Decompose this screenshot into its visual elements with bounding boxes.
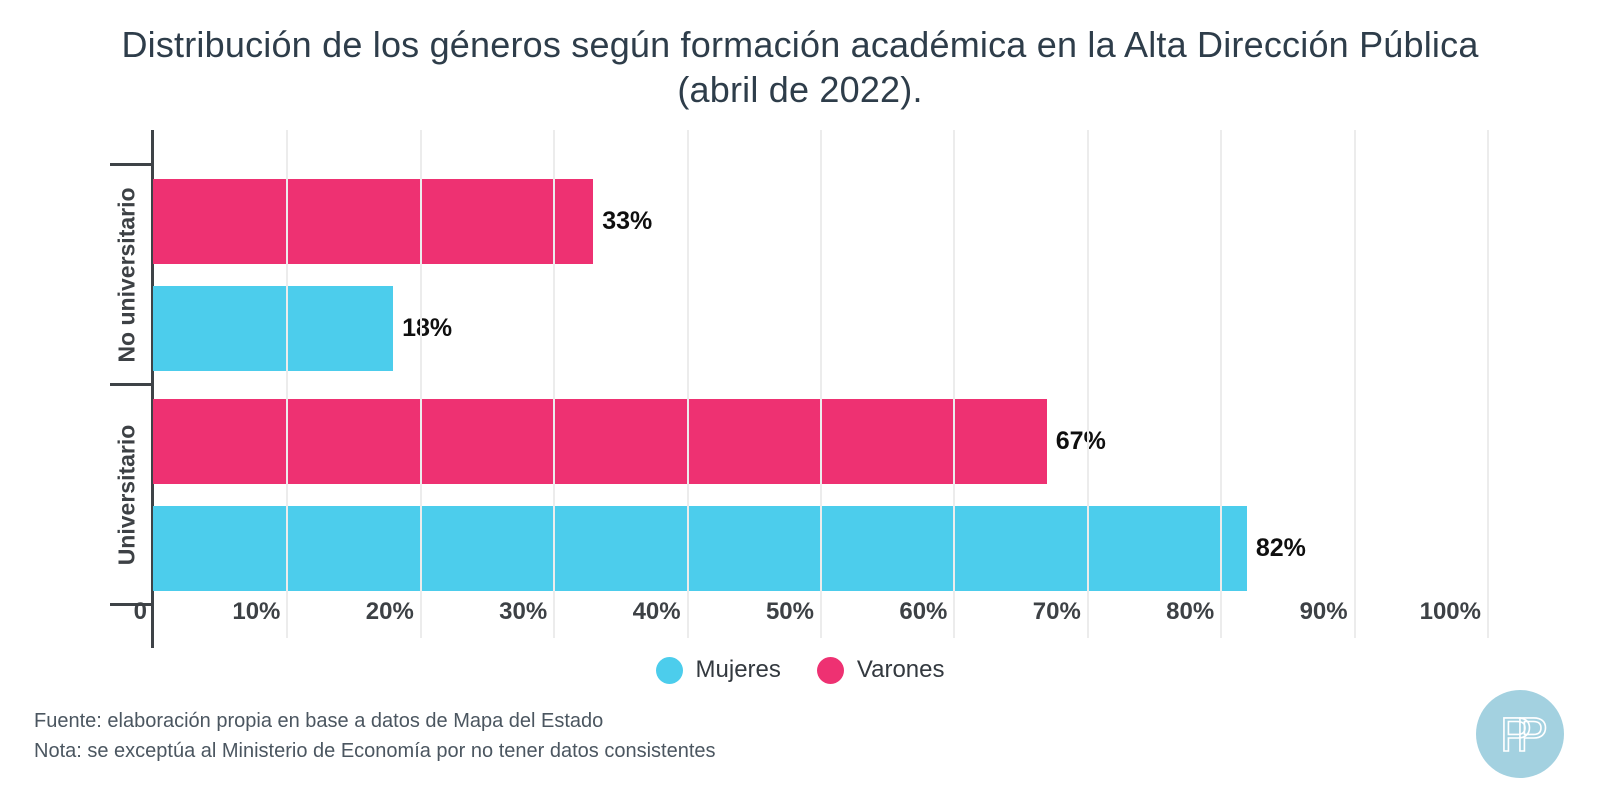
gridline	[1220, 130, 1223, 638]
bar-varones-no-universitario	[153, 179, 594, 264]
logo-letter: P	[1516, 709, 1548, 762]
x-tick-label: 90%	[1299, 598, 1348, 625]
y-axis-tick	[110, 603, 151, 606]
bar-value-label: 67%	[1055, 427, 1106, 455]
gridline	[419, 130, 422, 638]
bar-mujeres-universitario	[153, 506, 1247, 591]
y-axis-tick	[110, 383, 151, 386]
legend-label: Varones	[856, 656, 945, 683]
bar-value-label: 33%	[602, 207, 653, 235]
gridline	[820, 130, 822, 638]
legend-item-varones: Varones	[816, 656, 945, 684]
y-axis-line	[151, 130, 154, 648]
category-label: Universitario	[113, 424, 140, 566]
plot-area: No universitario 33% 18% Universitario 67% 82…	[110, 130, 1489, 648]
bar-row: 18%	[153, 286, 1487, 371]
bar-row: 67%	[153, 399, 1487, 484]
x-tick-label: 60%	[899, 598, 948, 625]
category-bands: No universitario 33% 18% Universitario 67% 82…	[114, 165, 1487, 605]
legend: Mujeres Varones	[0, 656, 1600, 684]
varones-swatch-icon	[816, 656, 844, 684]
source-note: Fuente: elaboración propia en base a dat…	[34, 710, 604, 732]
x-tick-label: 80%	[1166, 598, 1215, 625]
x-tick-label: 70%	[1032, 598, 1081, 625]
legend-label: Mujeres	[695, 656, 781, 683]
x-tick-label: 30%	[499, 598, 548, 625]
legend-item-mujeres: Mujeres	[655, 656, 781, 684]
gridline	[1487, 130, 1489, 638]
bar-row: 82%	[153, 506, 1487, 591]
gridline	[1086, 130, 1089, 638]
x-tick-label: 20%	[365, 598, 414, 625]
gridline	[686, 130, 689, 638]
pp-logo: P P	[1476, 690, 1564, 778]
x-tick-label: 10%	[232, 598, 281, 625]
bar-value-label: 82%	[1255, 534, 1306, 562]
x-axis-labels: 0 10% 20% 30% 40% 50% 60% 70% 80% 90% 100%	[134, 598, 1487, 638]
category-band-no-universitario: No universitario 33% 18%	[114, 165, 1487, 385]
data-note: Nota: se exceptúa al Ministerio de Econo…	[34, 740, 716, 762]
bar-varones-universitario	[153, 399, 1047, 484]
x-tick-label: 40%	[632, 598, 681, 625]
mujeres-swatch-icon	[655, 656, 683, 684]
y-axis-tick	[110, 163, 151, 166]
category-band-universitario: Universitario 67% 82%	[114, 385, 1487, 605]
x-tick-label: 0	[133, 598, 147, 625]
footer-notes: Fuente: elaboración propia en base a dat…	[34, 706, 716, 766]
gridline	[953, 130, 956, 638]
gridline	[1353, 130, 1356, 638]
x-tick-label: 50%	[765, 598, 814, 625]
logo-letter: P	[1500, 709, 1532, 762]
gridline	[553, 130, 556, 638]
chart-title: Distribución de los géneros según formac…	[121, 24, 1479, 111]
bar-value-label: 18%	[402, 314, 453, 342]
bar-row: 33%	[153, 179, 1487, 264]
x-tick-label: 100%	[1419, 598, 1481, 625]
gridline	[286, 130, 289, 638]
bar-mujeres-no-universitario	[153, 286, 394, 371]
category-label: No universitario	[113, 187, 140, 363]
pp-logo-icon: P P	[1499, 708, 1549, 763]
